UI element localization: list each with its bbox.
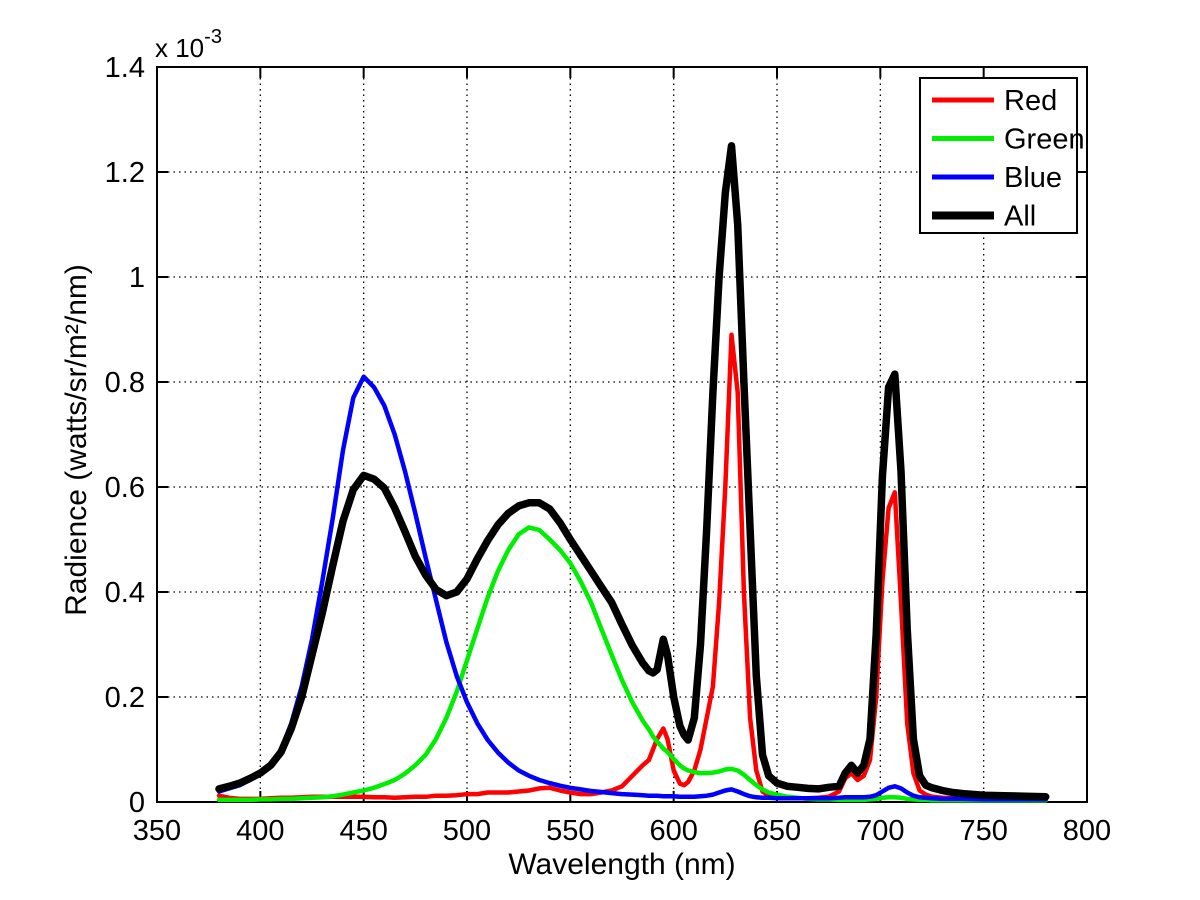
x-tick-label: 500 bbox=[443, 815, 491, 847]
y-axis-exponent-prefix: x 10 bbox=[155, 33, 204, 63]
x-tick-label: 550 bbox=[546, 815, 594, 847]
y-tick-label: 0.4 bbox=[105, 577, 145, 609]
y-tick-label: 0.8 bbox=[105, 367, 145, 399]
x-tick-label: 750 bbox=[959, 815, 1007, 847]
y-tick-label: 1.2 bbox=[105, 157, 145, 189]
x-axis-label: Wavelength (nm) bbox=[508, 848, 735, 881]
y-axis-exponent: x 10-3 bbox=[155, 26, 222, 63]
series-line-green bbox=[216, 525, 1048, 803]
y-axis-label: Radience (watts/sr/m²/nm) bbox=[60, 264, 93, 616]
series-line-all bbox=[215, 142, 1050, 801]
legend-box bbox=[919, 77, 1078, 234]
legend-label-red: Red bbox=[1004, 85, 1057, 117]
x-tick-label: 400 bbox=[236, 815, 284, 847]
x-tick-label: 350 bbox=[133, 815, 181, 847]
y-tick-label: 0.2 bbox=[105, 682, 145, 714]
legend-label-blue: Blue bbox=[1004, 162, 1062, 194]
x-tick-label: 450 bbox=[339, 815, 387, 847]
x-tick-label: 650 bbox=[753, 815, 801, 847]
plot-border bbox=[156, 66, 1088, 803]
series-line-blue bbox=[216, 374, 1048, 802]
x-tick-label: 700 bbox=[856, 815, 904, 847]
x-tick-label: 600 bbox=[649, 815, 697, 847]
legend-label-all: All bbox=[1004, 201, 1036, 233]
y-axis-exponent-power: -3 bbox=[204, 26, 222, 48]
y-tick-label: 0 bbox=[129, 787, 145, 819]
x-tick-label: 800 bbox=[1063, 815, 1111, 847]
y-tick-label: 1 bbox=[129, 262, 145, 294]
y-tick-label: 1.4 bbox=[105, 52, 145, 84]
series-line-red bbox=[216, 332, 1048, 802]
y-tick-label: 0.6 bbox=[105, 472, 145, 504]
legend-label-green: Green bbox=[1004, 124, 1085, 156]
